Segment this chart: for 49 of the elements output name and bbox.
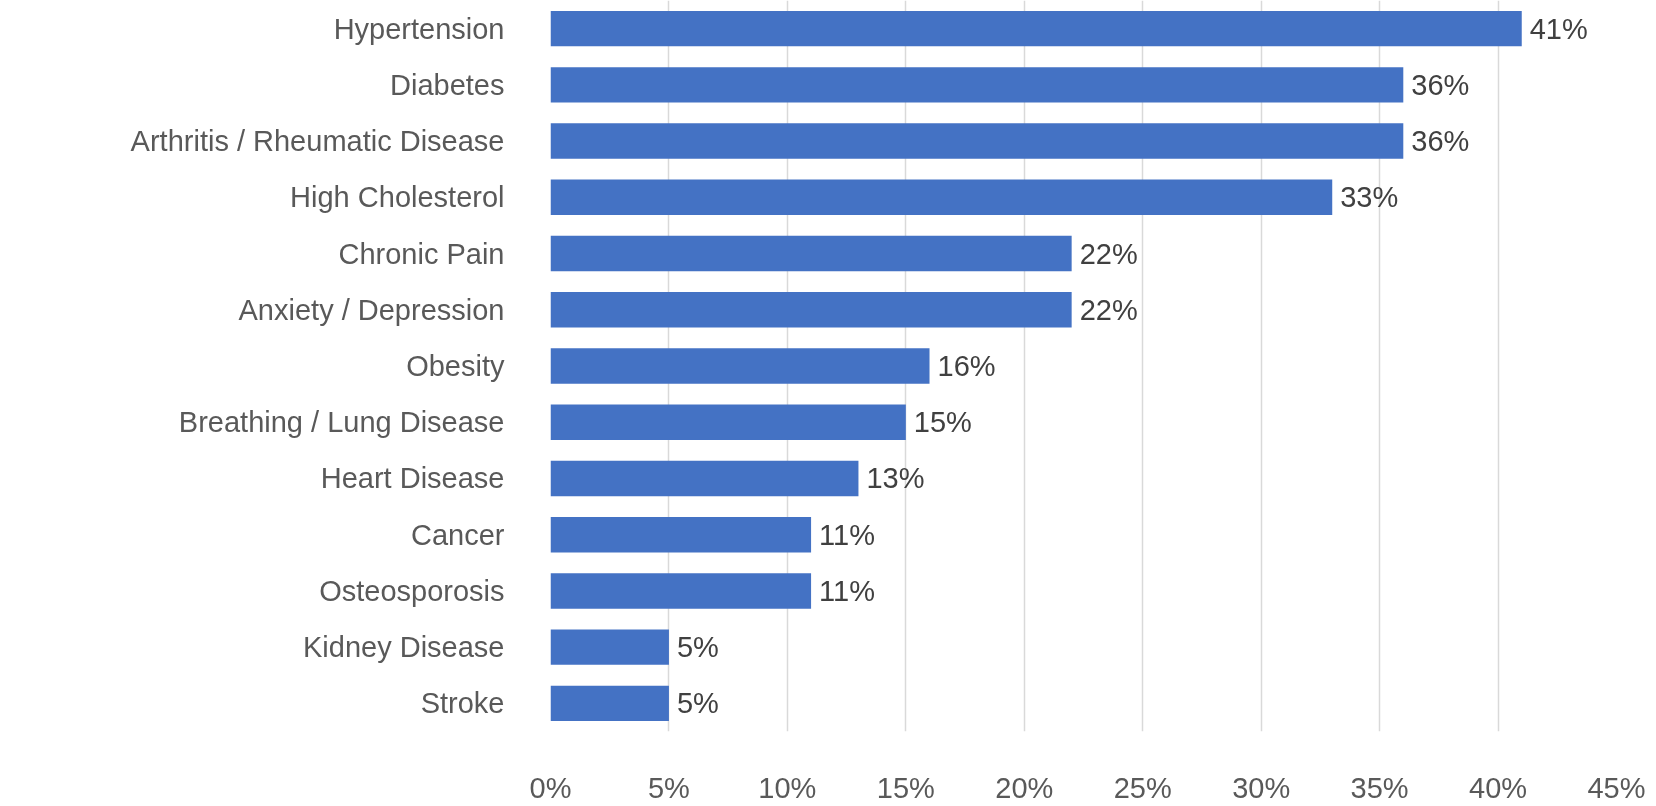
data-label: 15% (913, 406, 972, 439)
x-tick-label: 30% (1232, 771, 1291, 804)
bar (550, 460, 859, 497)
data-label: 22% (1079, 293, 1138, 326)
x-tick-label: 10% (758, 771, 817, 804)
bar (550, 348, 930, 384)
x-tick-label: 20% (995, 771, 1054, 804)
data-label: 11% (819, 518, 875, 551)
bar (550, 516, 812, 553)
bar (550, 179, 1333, 216)
data-label: 41% (1529, 12, 1588, 45)
x-tick-label: 25% (1113, 771, 1172, 804)
x-tick-label: 40% (1469, 771, 1528, 804)
x-tick-label: 5% (647, 771, 690, 804)
bar (550, 573, 812, 609)
data-label: 36% (1411, 125, 1470, 158)
bar (550, 235, 1072, 272)
bar (550, 685, 669, 722)
y-tick-label: High Cholesterol (290, 181, 505, 214)
y-tick-label: Heart Disease (320, 462, 505, 495)
data-label: 22% (1079, 237, 1138, 270)
y-tick-label: Kidney Disease (303, 631, 505, 664)
y-tick-label: Chronic Pain (338, 237, 505, 270)
data-label: 5% (676, 687, 719, 720)
data-label: 33% (1340, 181, 1399, 214)
data-label: 11% (819, 574, 875, 607)
x-tick-label: 35% (1350, 771, 1409, 804)
bar (550, 123, 1404, 159)
y-tick-label: Obesity (406, 350, 505, 382)
data-label: 5% (676, 631, 719, 664)
y-tick-label: Cancer (411, 518, 505, 551)
bar (550, 67, 1404, 103)
data-label: 16% (937, 350, 996, 382)
y-tick-label: Breathing / Lung Disease (178, 406, 505, 439)
bar (550, 404, 906, 440)
y-tick-label: Hypertension (333, 12, 505, 45)
x-tick-label: 45% (1587, 771, 1646, 804)
bar (550, 629, 669, 665)
y-tick-label: Stroke (420, 687, 505, 720)
data-label: 13% (866, 462, 925, 495)
bar (550, 10, 1522, 47)
bar (550, 292, 1072, 328)
y-tick-label: Anxiety / Depression (238, 293, 505, 326)
x-tick-label: 15% (876, 771, 935, 804)
y-tick-label: Osteosporosis (319, 574, 505, 607)
x-tick-label: 0% (529, 771, 572, 804)
data-label: 36% (1411, 68, 1470, 101)
y-tick-label: Diabetes (390, 68, 505, 101)
y-tick-label: Arthritis / Rheumatic Disease (130, 125, 505, 158)
